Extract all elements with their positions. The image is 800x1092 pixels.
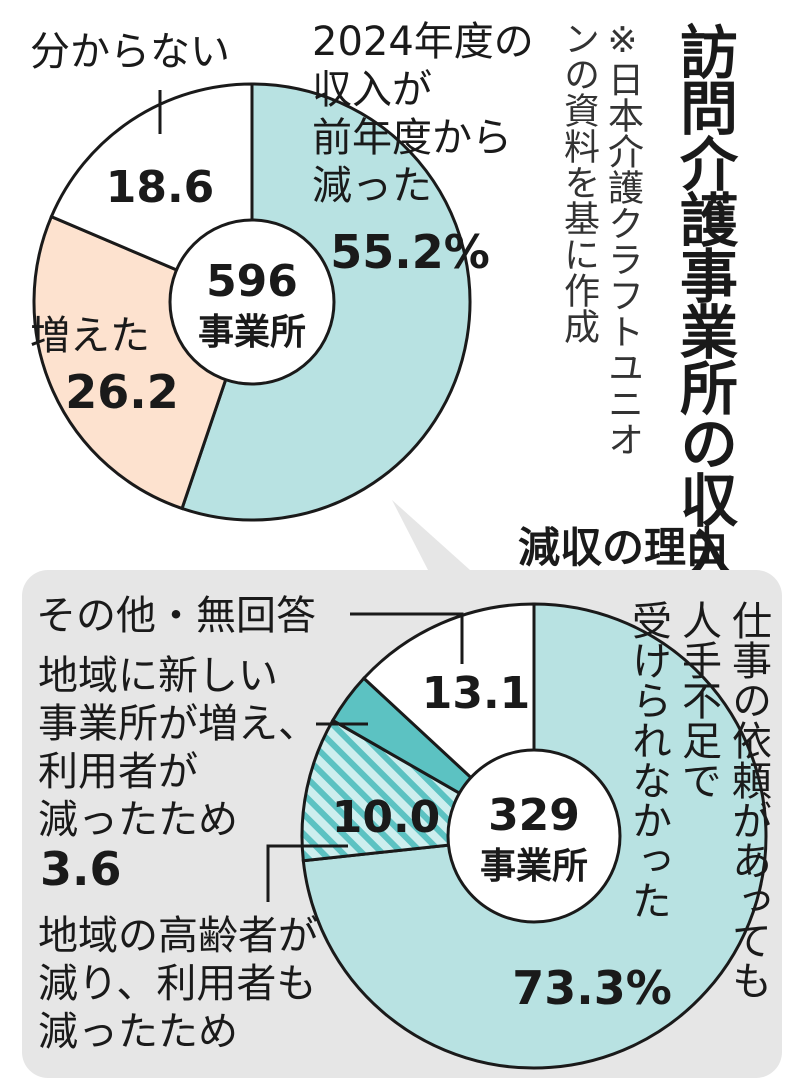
label-decreased-line: 減った xyxy=(312,163,432,209)
slice-value-label: 18.6 xyxy=(106,162,215,213)
label-shortage-line: 仕事の依頼があっても xyxy=(725,600,771,1000)
center-unit: 事業所 xyxy=(480,846,588,887)
label-elderly: 地域の高齢者が 減り、利用者も 減ったため xyxy=(38,912,318,1056)
slice-value-label: 73.3% xyxy=(512,961,672,1015)
label-other: その他・無回答 xyxy=(36,593,316,639)
label-elderly-line: 減り、利用者も xyxy=(38,961,317,1007)
donut-hole xyxy=(168,218,336,386)
label-elderly-line: 減ったため xyxy=(38,1009,238,1055)
leader-line-elderly xyxy=(266,844,348,902)
pie-decline-reasons: 73.3% 13.1 329 事業所 10.0 xyxy=(300,602,768,1070)
source-note: ※日本介護クラフトユニオンの資料を基に作成 xyxy=(558,20,643,457)
label-decreased-line: 2024年度の xyxy=(312,19,534,65)
label-unknown: 分からない xyxy=(30,29,230,75)
label-shortage: 仕事の依頼があっても 人手不足で 受けられなかった xyxy=(624,600,772,1000)
center-unit: 事業所 xyxy=(198,312,306,353)
pie-income-change: 55.2% 26.2 18.6 596 事業所 xyxy=(32,82,490,522)
slice-value-label: 55.2% xyxy=(330,225,490,279)
label-elderly-line: 地域の高齢者が xyxy=(38,913,318,959)
reasons-title: 減収の理由 xyxy=(518,523,729,572)
panel-pointer xyxy=(392,500,470,570)
slice-value-label: 10.0 xyxy=(332,792,441,843)
center-count: 329 xyxy=(488,790,580,841)
center-count: 596 xyxy=(206,256,298,307)
label-decreased-line: 収入が xyxy=(312,67,432,113)
label-new-office-line: 事業所が増え、 xyxy=(38,701,318,747)
leader-line-other xyxy=(350,612,464,664)
label-shortage-line: 人手不足で xyxy=(675,600,721,800)
label-increased: 増えた xyxy=(30,313,150,359)
label-new-office-line: 減ったため xyxy=(38,797,238,843)
label-new-office: 地域に新しい 事業所が増え、 利用者が 減ったため xyxy=(38,652,318,844)
slice-value-label: 26.2 xyxy=(65,365,179,419)
label-decreased-line: 前年度から xyxy=(312,115,512,161)
slice-value-label: 13.1 xyxy=(422,668,531,719)
donut-hole xyxy=(446,748,622,924)
label-new-office-line: 地域に新しい xyxy=(38,653,278,699)
label-decreased: 2024年度の 収入が 前年度から 減った xyxy=(312,18,534,210)
label-shortage-line: 受けられなかった xyxy=(625,600,671,920)
value-new-office: 3.6 xyxy=(40,842,122,896)
label-new-office-line: 利用者が xyxy=(38,749,198,795)
